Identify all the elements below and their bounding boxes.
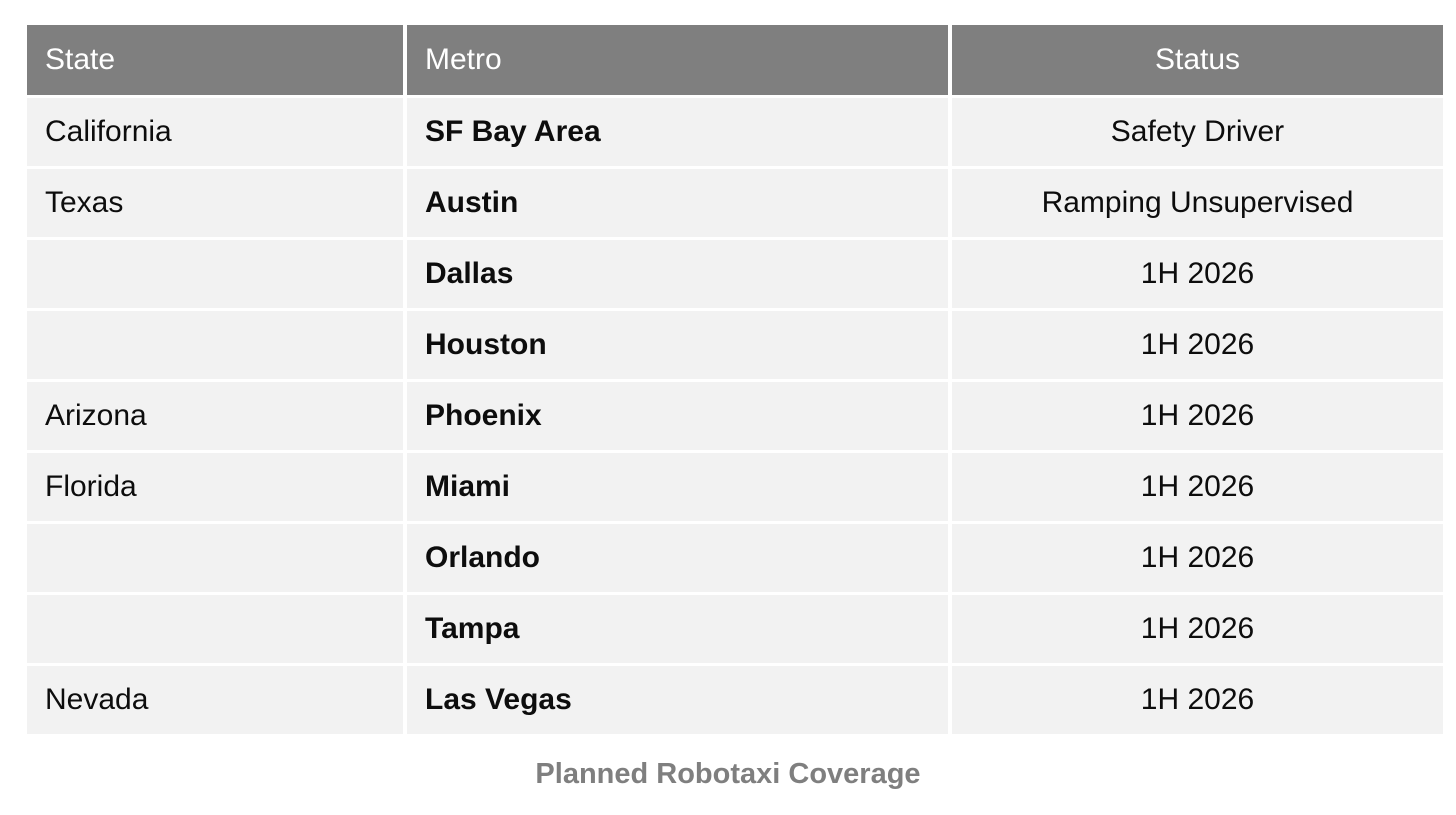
cell-metro: Austin: [407, 169, 948, 237]
cell-state: California: [27, 98, 403, 166]
cell-status: 1H 2026: [952, 524, 1443, 592]
cell-status: 1H 2026: [952, 453, 1443, 521]
cell-metro: Las Vegas: [407, 666, 948, 734]
column-header-status: Status: [952, 25, 1443, 95]
cell-state: Nevada: [27, 666, 403, 734]
cell-status: 1H 2026: [952, 382, 1443, 450]
cell-metro: SF Bay Area: [407, 98, 948, 166]
cell-state: [27, 311, 403, 379]
cell-state: Florida: [27, 453, 403, 521]
cell-status: Ramping Unsupervised: [952, 169, 1443, 237]
cell-metro: Houston: [407, 311, 948, 379]
column-header-state: State: [27, 25, 403, 95]
robotaxi-coverage-table: State Metro Status California SF Bay Are…: [27, 25, 1443, 734]
cell-metro: Orlando: [407, 524, 948, 592]
cell-metro: Miami: [407, 453, 948, 521]
cell-status: 1H 2026: [952, 311, 1443, 379]
cell-state: Texas: [27, 169, 403, 237]
cell-state: [27, 524, 403, 592]
column-header-metro: Metro: [407, 25, 948, 95]
cell-metro: Phoenix: [407, 382, 948, 450]
cell-status: 1H 2026: [952, 666, 1443, 734]
cell-state: [27, 240, 403, 308]
cell-metro: Dallas: [407, 240, 948, 308]
cell-status: 1H 2026: [952, 240, 1443, 308]
cell-status: 1H 2026: [952, 595, 1443, 663]
cell-state: Arizona: [27, 382, 403, 450]
table-caption: Planned Robotaxi Coverage: [535, 758, 921, 790]
cell-status: Safety Driver: [952, 98, 1443, 166]
cell-state: [27, 595, 403, 663]
cell-metro: Tampa: [407, 595, 948, 663]
